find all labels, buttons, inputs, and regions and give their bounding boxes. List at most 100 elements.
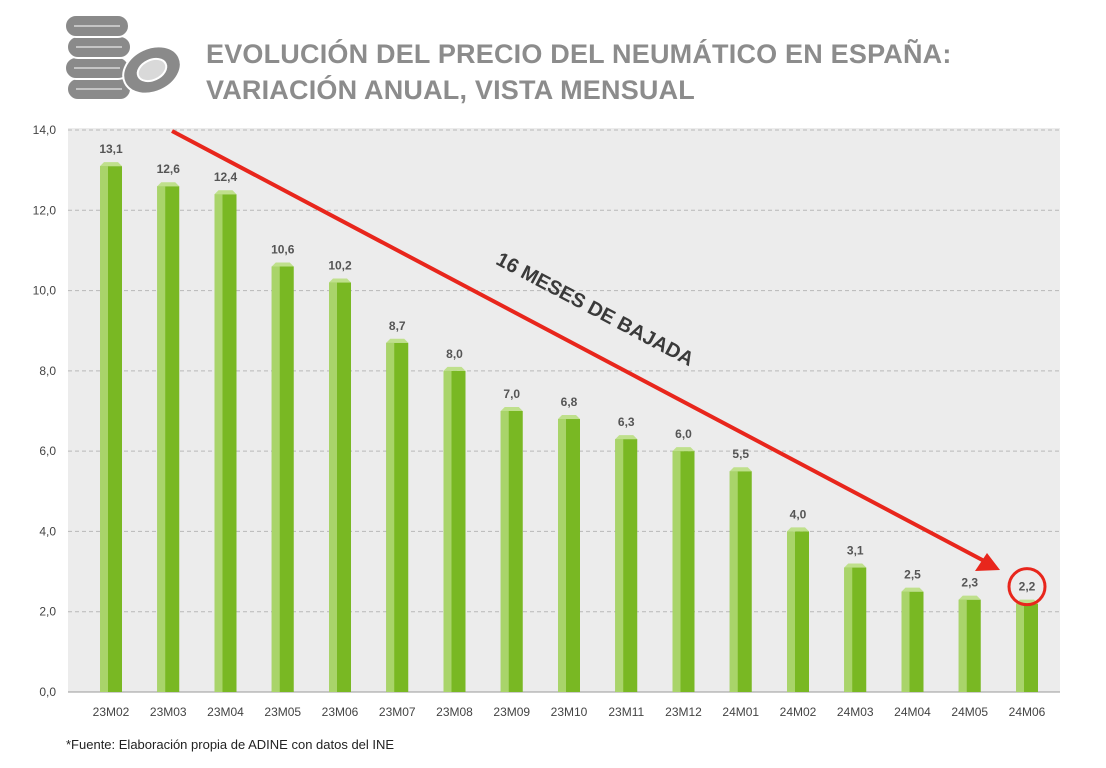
value-label: 6,0 xyxy=(675,427,692,441)
bar-side xyxy=(844,567,853,692)
bar-side xyxy=(558,419,566,692)
value-labels: 13,1 12,6 12,4 10,6 10,2 8,7 8,0 7,0 6,8 6,3 6,0 5,… xyxy=(99,142,1035,594)
bar-top xyxy=(157,182,180,187)
value-label: 3,1 xyxy=(847,544,864,558)
bar xyxy=(443,366,466,692)
bar xyxy=(615,435,638,692)
bar-side xyxy=(958,599,967,692)
value-label: 12,4 xyxy=(214,170,238,184)
bar xyxy=(329,278,351,692)
y-tick-label: 12,0 xyxy=(33,203,57,217)
bar-top xyxy=(386,338,409,343)
value-label: 12,6 xyxy=(157,162,181,176)
bar-top xyxy=(558,415,580,420)
title-line-2: VARIACIÓN ANUAL, VISTA MENSUAL xyxy=(206,75,695,105)
bar-top xyxy=(271,262,294,267)
bar-top xyxy=(901,587,924,592)
bar xyxy=(157,182,180,692)
bar-top xyxy=(500,407,523,411)
x-tick-label: 24M03 xyxy=(837,705,874,719)
bar-side xyxy=(901,591,910,692)
y-tick-label: 8,0 xyxy=(39,364,56,378)
value-label: 6,3 xyxy=(618,415,635,429)
value-label: 10,2 xyxy=(328,259,352,273)
bar-side xyxy=(672,451,681,692)
title-line-1: EVOLUCIÓN DEL PRECIO DEL NEUMÁTICO EN ES… xyxy=(206,39,952,69)
x-tick-label: 23M02 xyxy=(93,705,130,719)
bar-side xyxy=(100,166,108,693)
bar xyxy=(901,587,924,692)
trend-arrow-head xyxy=(975,553,1000,571)
value-label: 10,6 xyxy=(271,242,295,256)
bar-side xyxy=(500,411,509,692)
bar xyxy=(787,527,809,692)
x-tick-label: 23M08 xyxy=(436,705,473,719)
bar-side xyxy=(787,531,795,692)
bar-top xyxy=(729,467,752,472)
bar-top xyxy=(844,563,867,568)
chart-title: EVOLUCIÓN DEL PRECIO DEL NEUMÁTICO EN ES… xyxy=(206,36,1006,108)
bar-side xyxy=(615,439,624,692)
y-tick-label: 14,0 xyxy=(33,123,57,137)
bar-side xyxy=(214,194,223,692)
bar xyxy=(271,262,294,692)
bar xyxy=(500,407,523,692)
x-tick-label: 24M04 xyxy=(894,705,931,719)
y-tick-label: 4,0 xyxy=(39,524,56,538)
y-axis-ticks: 0,0 2,0 4,0 6,0 8,0 10,0 12,0 14,0 xyxy=(33,123,57,699)
bar-side xyxy=(1016,603,1024,692)
bar-top xyxy=(958,595,981,600)
bar-top xyxy=(443,366,466,371)
x-tick-label: 23M05 xyxy=(264,705,301,719)
bar-top xyxy=(615,435,638,440)
x-tick-label: 24M05 xyxy=(951,705,988,719)
value-label: 2,3 xyxy=(961,576,978,590)
value-label: 2,5 xyxy=(904,568,921,582)
x-tick-label: 23M12 xyxy=(665,705,702,719)
bar xyxy=(958,595,981,692)
bar-top xyxy=(787,527,809,532)
x-tick-label: 23M11 xyxy=(608,705,644,719)
bar-side xyxy=(157,186,166,692)
bar xyxy=(672,447,695,692)
bar-side xyxy=(271,266,280,692)
bar-top xyxy=(672,447,695,452)
y-tick-label: 0,0 xyxy=(39,685,56,699)
x-axis-ticks: 23M02 23M03 23M04 23M05 23M06 23M07 23M08 23M09… xyxy=(93,705,1046,719)
bar-top xyxy=(329,278,351,283)
value-label: 6,8 xyxy=(561,395,578,409)
y-tick-label: 2,0 xyxy=(39,605,56,619)
x-tick-label: 23M07 xyxy=(379,705,416,719)
bar xyxy=(214,190,237,692)
bar-top xyxy=(100,162,122,167)
x-tick-label: 23M10 xyxy=(551,705,588,719)
value-label: 8,0 xyxy=(446,347,463,361)
value-label: 2,2 xyxy=(1019,580,1036,594)
value-label: 7,0 xyxy=(503,387,520,401)
bar xyxy=(844,563,867,692)
y-tick-label: 6,0 xyxy=(39,444,56,458)
bar-side xyxy=(329,282,337,692)
bar xyxy=(558,415,580,692)
trend-arrow xyxy=(171,129,989,565)
bar-chart: 0,0 2,0 4,0 6,0 8,0 10,0 12,0 14,0 13,1 12,6 12,4… xyxy=(33,123,1060,719)
x-tick-label: 23M03 xyxy=(150,705,187,719)
bar-side xyxy=(386,342,395,692)
bar-side xyxy=(729,471,738,692)
bar xyxy=(386,338,409,692)
bar xyxy=(729,467,752,692)
value-label: 13,1 xyxy=(99,142,123,156)
value-label: 5,5 xyxy=(732,447,749,461)
x-tick-label: 24M06 xyxy=(1009,705,1046,719)
x-tick-label: 23M09 xyxy=(493,705,530,719)
x-tick-label: 24M02 xyxy=(780,705,817,719)
tires-stack-icon xyxy=(64,14,182,101)
bar xyxy=(1016,599,1038,692)
bar xyxy=(100,162,122,693)
x-tick-label: 23M06 xyxy=(322,705,359,719)
x-tick-label: 24M01 xyxy=(722,705,759,719)
y-tick-label: 10,0 xyxy=(33,284,57,298)
bar-side xyxy=(443,370,452,692)
value-label: 4,0 xyxy=(790,507,807,521)
bar-top xyxy=(214,190,237,195)
